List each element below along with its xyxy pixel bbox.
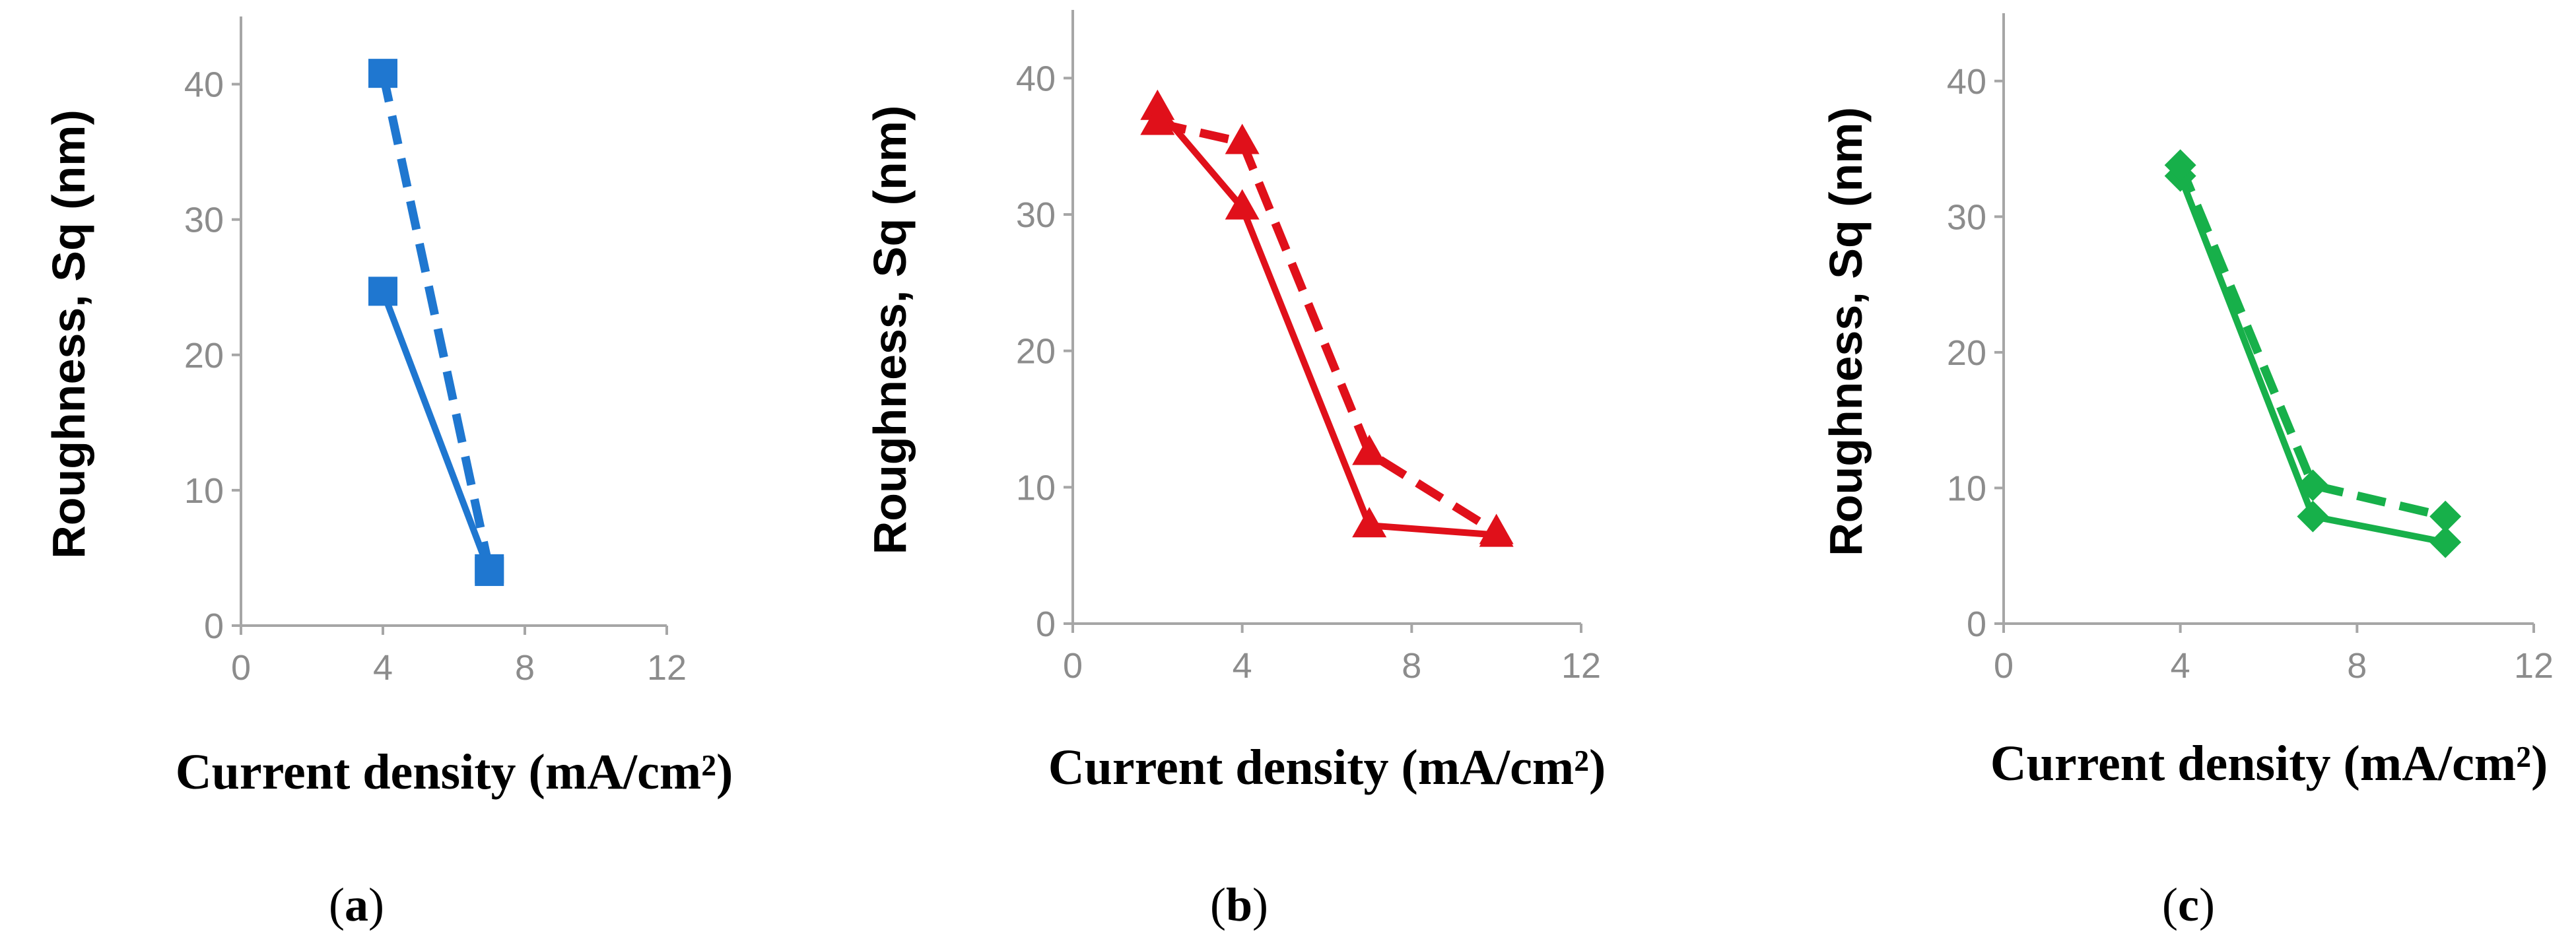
y-tick-label: 0 [204,606,224,646]
y-tick-label: 10 [1016,468,1056,507]
y-tick-label: 30 [1016,195,1056,235]
y-tick-label: 30 [1947,197,1986,237]
x-tick-label: 4 [373,648,393,688]
y-tick-label: 20 [1016,332,1056,372]
x-axis-label: Current density (mA/cm²) [1048,740,1606,795]
panel-letter: c [2178,878,2199,931]
x-tick-label: 8 [1402,646,1421,686]
data-point-solid [368,277,397,306]
data-point-dashed [2297,469,2329,502]
panel-letter: b [1226,878,1252,931]
y-tick-label: 0 [1967,604,1986,644]
y-axis-label: Roughness, Sq (nm) [43,110,94,559]
y-tick-label: 40 [1016,59,1056,98]
y-tick-label: 40 [184,65,224,105]
x-tick-label: 8 [2347,646,2367,686]
y-tick-label: 30 [184,201,224,240]
chart-panel-c: 0 10 20 30 40 0 4 8 12 Roughness, Sq (nm) Current … [1820,13,2554,931]
y-axis-label: Roughness, Sq (nm) [1820,107,1872,556]
data-point-dashed [1225,123,1260,154]
data-point-dashed [2164,149,2196,181]
data-point-solid [1225,189,1260,220]
series-line-solid [1155,106,1497,538]
series-line-dashed [378,72,494,570]
series-line-dashed [2176,163,2447,521]
panel-label: (b) [1210,878,1268,931]
panel-letter: a [345,878,368,931]
y-axis-label: Roughness, Sq (nm) [864,106,916,555]
series-line-solid [380,290,492,573]
y-tick-label: 40 [1947,62,1986,102]
data-point-dashed [368,59,397,88]
data-point-solid [2429,526,2462,558]
panel-label: (c) [2162,878,2215,931]
y-tick-label: 10 [184,471,224,511]
x-tick-label: 4 [1233,646,1252,686]
x-tick-label: 0 [1063,646,1083,686]
series-line-dashed [1156,119,1499,537]
data-point-dashed [1352,434,1387,465]
x-tick-label: 0 [231,648,251,688]
x-axis-label: Current density (mA/cm²) [1990,736,2548,791]
chart-panel-b: 0 10 20 30 40 0 4 8 12 Roughness, Sq (nm) Current … [864,10,1606,931]
x-axis-label: Current density (mA/cm²) [176,744,733,800]
data-point-dashed [1140,104,1175,135]
data-point-dashed [2429,500,2462,533]
data-point-solid [2297,500,2329,533]
x-tick-label: 0 [1994,646,2014,686]
x-tick-label: 12 [647,648,687,688]
data-point-solid [1352,507,1387,538]
x-tick-label: 8 [515,648,535,688]
y-tick-label: 10 [1947,469,1986,508]
y-tick-label: 0 [1036,604,1056,644]
x-tick-label: 12 [1561,646,1601,686]
data-point-dashed [1479,513,1514,544]
x-tick-label: 4 [2171,646,2190,686]
panel-label: (a) [329,878,384,931]
data-point-dashed [475,554,504,583]
y-tick-label: 20 [1947,333,1986,373]
y-tick-label: 20 [184,336,224,375]
chart-panel-a: 0 10 20 30 40 0 4 8 12 Roughness, Sq (nm) Current … [43,16,733,931]
x-tick-label: 12 [2514,646,2554,686]
